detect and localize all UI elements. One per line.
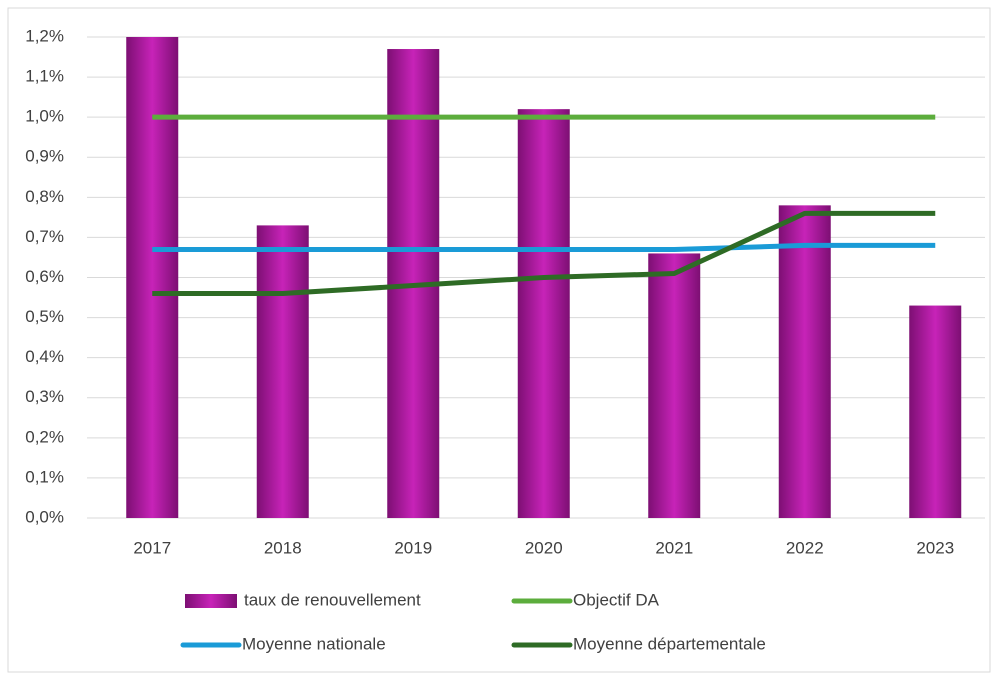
bar: [517, 109, 570, 519]
line-series: [152, 210, 936, 297]
bar: [909, 305, 962, 518]
legend-label: Objectif DA: [573, 590, 660, 609]
x-tick-label: 2017: [133, 538, 171, 557]
y-tick-label: 0,9%: [25, 147, 64, 166]
chart-frame: [7, 7, 991, 673]
y-tick-label: 0,6%: [25, 267, 64, 286]
x-tick-label: 2023: [916, 538, 954, 557]
y-tick-label: 0,7%: [25, 227, 64, 246]
legend-label: taux de renouvellement: [244, 590, 421, 609]
legend-swatch: [185, 594, 237, 608]
x-tick-label: 2022: [786, 538, 824, 557]
y-tick-label: 1,2%: [25, 26, 64, 45]
x-tick-label: 2020: [525, 538, 563, 557]
y-tick-label: 1,0%: [25, 107, 64, 126]
y-tick-label: 0,4%: [25, 347, 64, 366]
x-tick-label: 2019: [394, 538, 432, 557]
x-tick-label: 2018: [264, 538, 302, 557]
y-tick-label: 0,2%: [25, 427, 64, 446]
bar: [648, 253, 701, 518]
y-tick-label: 0,3%: [25, 387, 64, 406]
bar: [778, 205, 831, 518]
y-tick-label: 1,1%: [25, 67, 64, 86]
line-series: [152, 242, 936, 252]
bar: [126, 37, 179, 518]
y-tick-label: 0,5%: [25, 307, 64, 326]
y-tick-label: 0,8%: [25, 187, 64, 206]
y-tick-label: 0,0%: [25, 507, 64, 526]
legend-label: Moyenne nationale: [242, 634, 386, 653]
x-tick-label: 2021: [655, 538, 693, 557]
legend-label: Moyenne départementale: [573, 634, 766, 653]
y-tick-label: 0,1%: [25, 467, 64, 486]
bar: [256, 225, 309, 518]
